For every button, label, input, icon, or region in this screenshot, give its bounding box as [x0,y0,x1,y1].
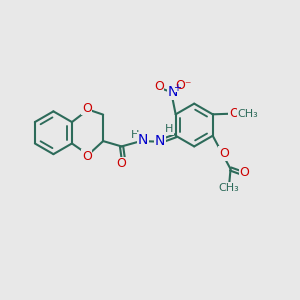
Text: CH₃: CH₃ [237,109,258,119]
Text: O: O [82,102,92,115]
Text: N: N [167,85,178,99]
Text: O: O [229,107,239,120]
Text: +: + [173,82,181,93]
Text: H: H [131,130,140,140]
Text: CH₃: CH₃ [218,183,239,193]
Text: O⁻: O⁻ [175,79,191,92]
Text: N: N [155,134,165,148]
Text: H: H [165,124,173,134]
Text: O: O [154,80,164,93]
Text: O: O [82,150,92,163]
Text: O: O [240,166,250,179]
Text: N: N [138,133,148,147]
Text: O: O [116,157,126,170]
Text: O: O [219,147,229,160]
